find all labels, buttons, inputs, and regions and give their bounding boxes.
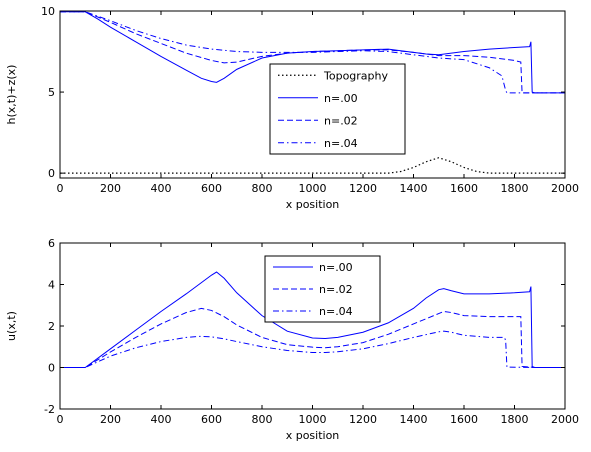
legend: Topography n=.00 n=.02 n=.04	[269, 63, 406, 155]
y-tick-label: 2	[48, 320, 55, 333]
x-tick-label: 1200	[349, 413, 377, 426]
x-axis-label: x position	[286, 198, 340, 211]
x-tick-label: 400	[151, 413, 172, 426]
x-tick-label: 200	[100, 413, 121, 426]
legend-label: n=.00	[324, 92, 358, 105]
legend-label: n=.02	[324, 114, 358, 127]
series-line-n-00	[60, 271, 565, 368]
legend: n=.00 n=.02 n=.04	[264, 255, 381, 323]
series-line-topography	[60, 157, 565, 174]
x-tick-label: 1600	[450, 182, 478, 195]
x-tick-label: 1800	[501, 182, 529, 195]
legend-label: n=.04	[319, 305, 353, 318]
subplot-2: 0 200 400 600 800 1000 1200 1400 1600 1800 2000-20…	[5, 237, 579, 442]
x-axis-label: x position	[286, 429, 340, 442]
legend-label: Topography	[323, 69, 388, 82]
x-tick-label: 1400	[400, 413, 428, 426]
x-tick-label: 1400	[400, 182, 428, 195]
y-axis-label: h(x,t)+z(x)	[5, 65, 18, 125]
legend-label: n=.02	[319, 283, 353, 296]
x-tick-label: 1000	[299, 182, 327, 195]
x-tick-label: 600	[201, 413, 222, 426]
x-tick-label: 0	[57, 413, 64, 426]
subplot-1: 0 200 400 600 800 1000 1200 1400 1600 1800 2000 0 5 1…	[5, 5, 579, 211]
x-tick-label: 800	[252, 182, 273, 195]
series-line-n-04	[60, 330, 565, 368]
y-tick-label: 10	[41, 5, 55, 18]
x-tick-label: 1000	[299, 413, 327, 426]
series-line-n-02	[60, 11, 565, 94]
x-tick-label: 2000	[551, 182, 579, 195]
x-tick-label: 600	[201, 182, 222, 195]
x-tick-label: 800	[252, 413, 273, 426]
y-tick-label: 4	[48, 279, 55, 292]
x-tick-label: 400	[151, 182, 172, 195]
x-tick-label: 0	[57, 182, 64, 195]
legend-label: n=.04	[324, 137, 358, 150]
x-tick-label: 200	[100, 182, 121, 195]
x-tick-label: 1200	[349, 182, 377, 195]
series-line-n-02	[60, 307, 565, 368]
x-tick-label: 1600	[450, 413, 478, 426]
y-tick-label: -2	[44, 403, 55, 416]
series-line-n-04	[60, 11, 565, 94]
y-tick-label: 0	[48, 167, 55, 180]
y-tick-label: 6	[48, 237, 55, 250]
x-tick-label: 2000	[551, 413, 579, 426]
y-axis-label: u(x,t)	[5, 311, 18, 341]
y-tick-label: 0	[48, 362, 55, 375]
legend-box	[269, 63, 406, 155]
legend-label: n=.00	[319, 261, 353, 274]
x-tick-label: 1800	[501, 413, 529, 426]
y-tick-label: 5	[48, 86, 55, 99]
